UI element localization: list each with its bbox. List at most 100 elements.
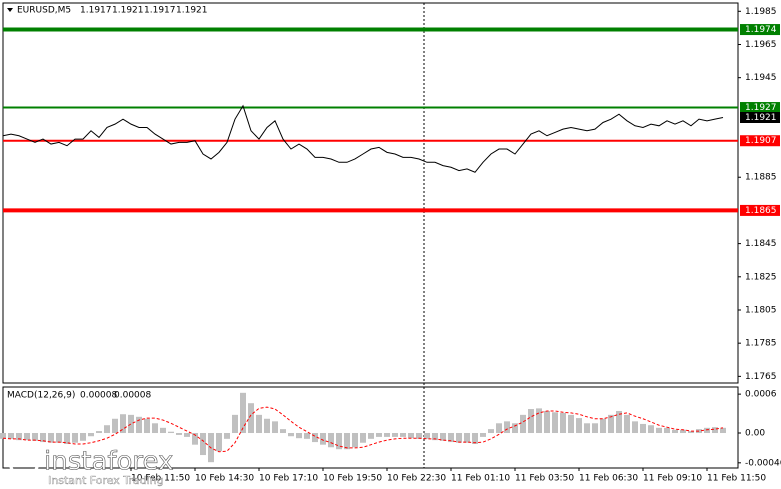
y-tick-label: 1.1885: [745, 173, 777, 183]
macd-bar: [16, 433, 22, 441]
x-tick-label: 10 Feb 14:30: [195, 474, 254, 484]
macd-bar: [256, 414, 262, 434]
menu-arrow: [7, 8, 13, 12]
macd-bar: [192, 433, 198, 445]
price-line: [2, 104, 724, 173]
y-tick-label: 1.1805: [745, 305, 777, 315]
macd-bar: [224, 433, 230, 439]
macd-bar: [576, 418, 582, 434]
macd-bar: [504, 421, 510, 434]
signal-value: 0.00008: [114, 391, 151, 401]
level-label: 1.1865: [745, 206, 777, 216]
macd-bar: [144, 418, 150, 434]
macd-bar: [240, 392, 246, 434]
macd-bar: [424, 433, 430, 439]
y-tick-label: 0.0006: [745, 390, 777, 400]
macd-bar: [48, 433, 54, 443]
y-tick-label: 0.00: [745, 429, 765, 439]
macd-bar: [616, 410, 622, 434]
macd-bar: [648, 425, 654, 434]
level-label: 1.1927: [745, 103, 777, 113]
macd-bar: [232, 414, 238, 434]
level-label-box: [740, 204, 780, 216]
macd-bar: [176, 433, 182, 435]
level-label-box: [740, 135, 780, 147]
macd-bar: [104, 425, 110, 434]
macd-bar: [632, 421, 638, 434]
macd-bar: [320, 433, 326, 445]
macd-bar: [96, 431, 102, 434]
x-tick-label: 10 Feb 22:30: [387, 474, 446, 484]
main-frame: [2, 2, 739, 384]
macd-bar: [80, 433, 86, 441]
macd-bar: [672, 429, 678, 434]
open: 1.1917: [80, 6, 112, 16]
macd-bar: [352, 433, 358, 448]
level-label-box: [740, 24, 780, 36]
macd-bar: [456, 433, 462, 443]
x-tick-label: 11 Feb 09:10: [643, 474, 702, 484]
macd-bar: [568, 414, 574, 434]
macd-bar: [368, 433, 374, 439]
low: 1.1917: [144, 6, 176, 16]
macd-bar: [584, 423, 590, 434]
macd-bar: [680, 429, 686, 434]
tagline: Instant Forex Trading: [48, 474, 164, 487]
x-tick-label: 10 Feb 11:50: [131, 474, 190, 484]
macd-bar: [40, 433, 46, 443]
macd-bar: [312, 433, 318, 443]
macd-bar: [552, 412, 558, 434]
macd-bar: [472, 433, 478, 445]
macd-bar: [416, 433, 422, 439]
macd-bar: [528, 409, 534, 434]
macd-bar: [64, 433, 70, 445]
macd-bar: [328, 433, 334, 448]
macd-bar: [656, 427, 662, 434]
macd-bar: [0, 433, 6, 439]
macd-bar: [32, 433, 38, 441]
macd-bar: [360, 433, 366, 443]
macd-bar: [608, 414, 614, 434]
macd-bar: [200, 433, 206, 456]
symbol: EURUSD,M5: [17, 6, 71, 16]
macd-bar: [264, 418, 270, 434]
macd-bar: [152, 423, 158, 434]
macd-bar: [272, 421, 278, 434]
macd-bar: [120, 414, 126, 434]
macd-bar: [8, 433, 14, 439]
macd-bar: [720, 427, 726, 434]
macd-bar: [72, 433, 78, 443]
macd-bar: [304, 433, 310, 439]
macd-bar: [216, 433, 222, 452]
x-tick-label: 10 Feb 19:50: [323, 474, 382, 484]
macd-bar: [296, 433, 302, 439]
x-tick-label: 11 Feb 03:50: [515, 474, 574, 484]
macd-bar: [640, 423, 646, 434]
x-tick-label: 10 Feb 17:10: [259, 474, 318, 484]
y-tick-label: 1.1965: [745, 40, 777, 50]
macd-bar: [448, 433, 454, 443]
level-label-box: [740, 102, 780, 114]
macd-bar: [56, 433, 62, 443]
macd-bar: [432, 433, 438, 441]
logo-ring: [8, 446, 40, 478]
watermark: instaforex Instant Forex Trading: [8, 446, 174, 487]
macd-bar: [496, 423, 502, 434]
y-tick-label: 1.1785: [745, 339, 777, 349]
macd-bar: [288, 433, 294, 437]
macd-bar: [280, 429, 286, 434]
macd-frame: [2, 386, 739, 469]
macd-bar: [560, 412, 566, 434]
plot-layer: 1.1985 1.1965 1.1945 1.1885 1.1845 1.1825 1.18…: [0, 7, 781, 484]
macd-bar: [536, 408, 542, 434]
macd-bar: [600, 418, 606, 434]
macd-bar: [664, 427, 670, 434]
y-tick-label: 1.1945: [745, 73, 777, 83]
macd-bar: [344, 433, 350, 450]
macd-bar: [376, 433, 382, 437]
macd-bar: [136, 416, 142, 434]
y-tick-label: -0.00046: [745, 458, 781, 468]
macd-bar: [168, 431, 174, 434]
close: 1.1921: [176, 6, 208, 16]
level-label: 1.1974: [745, 25, 777, 35]
